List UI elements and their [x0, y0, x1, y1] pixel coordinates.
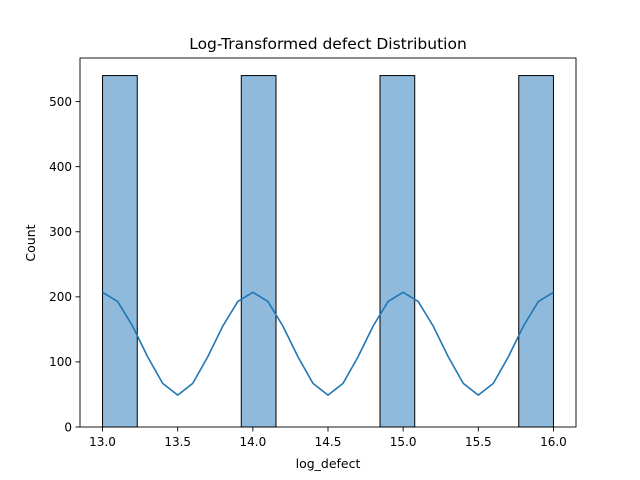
x-tick-label: 14.5 — [315, 435, 342, 449]
y-tick-label: 100 — [49, 355, 72, 369]
x-tick-label: 13.5 — [164, 435, 191, 449]
x-tick-label: 15.5 — [465, 435, 492, 449]
y-axis-ticks: 0 100 200 300 400 500 — [49, 95, 80, 434]
x-axis-ticks: 13.0 13.5 14.0 14.5 15.0 15.5 16.0 — [89, 427, 567, 449]
histogram-bar — [379, 75, 416, 428]
y-tick-label: 400 — [49, 160, 72, 174]
histogram-bars — [102, 75, 554, 428]
histogram-bar — [518, 75, 554, 428]
x-tick-label: 13.0 — [89, 435, 116, 449]
y-tick-label: 300 — [49, 225, 72, 239]
chart-title: Log-Transformed defect Distribution — [189, 35, 467, 53]
kde-curve — [102, 291, 554, 396]
y-tick-label: 500 — [49, 95, 72, 109]
y-tick-label: 0 — [64, 420, 72, 434]
histogram-bar — [102, 75, 138, 428]
x-tick-label: 15.0 — [390, 435, 417, 449]
x-axis-label: log_defect — [296, 456, 361, 471]
plot-frame — [79, 57, 577, 428]
x-tick-label: 16.0 — [540, 435, 567, 449]
y-axis-label: Count — [23, 224, 38, 261]
y-tick-label: 200 — [49, 290, 72, 304]
histogram-bar — [240, 75, 277, 428]
x-tick-label: 14.0 — [239, 435, 266, 449]
